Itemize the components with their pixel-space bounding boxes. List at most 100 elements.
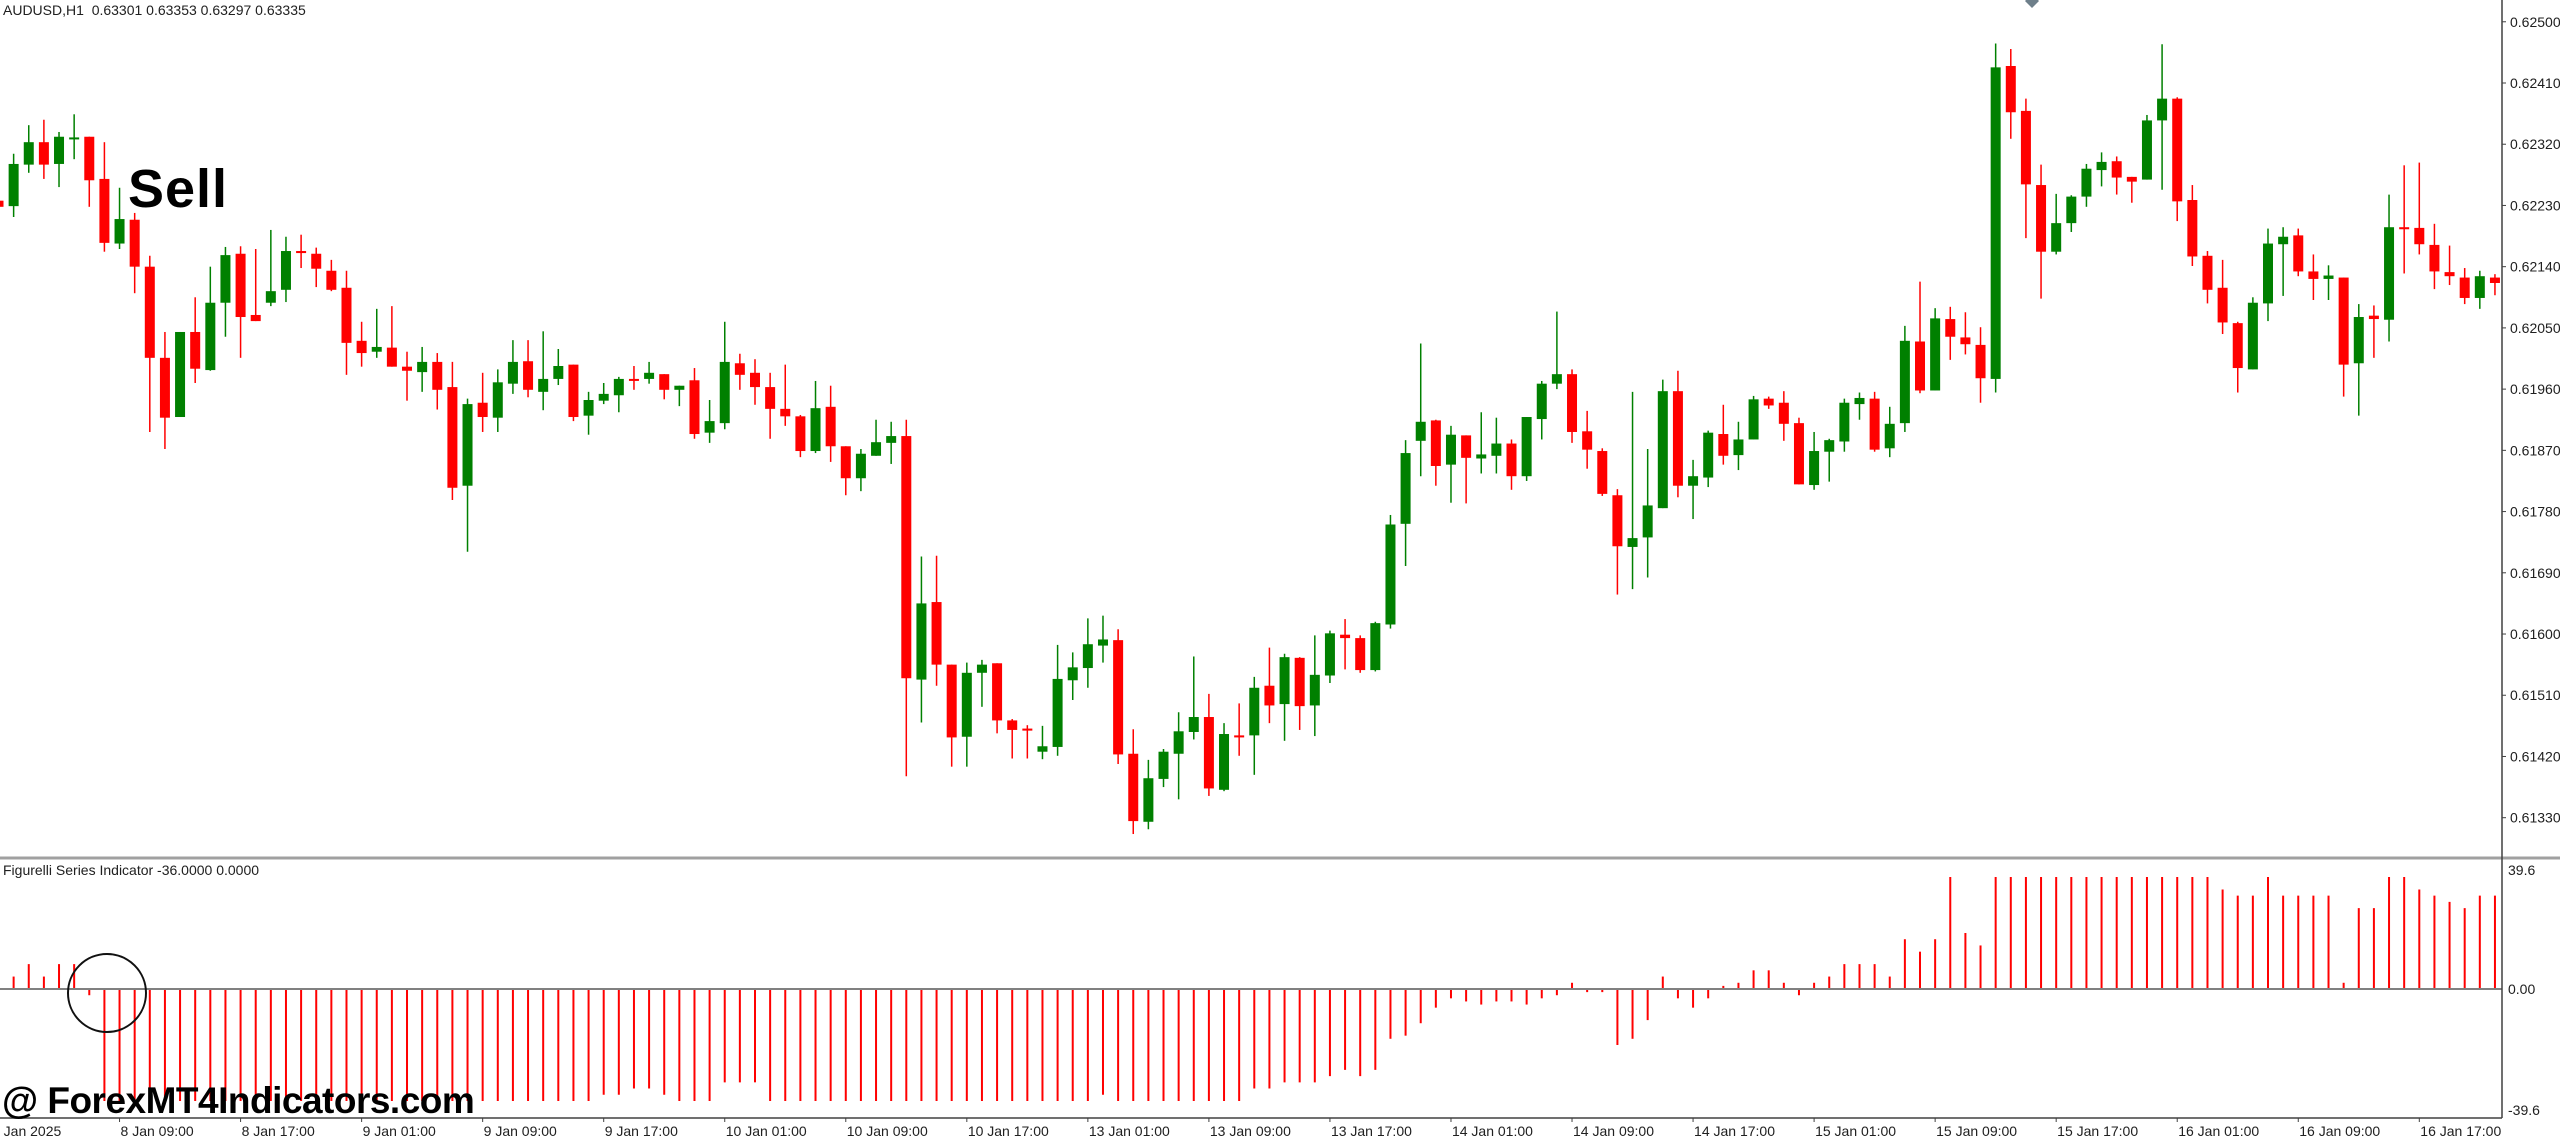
- candle: [628, 365, 639, 390]
- candle-body-bear: [190, 331, 201, 369]
- candle: [2232, 321, 2243, 393]
- candle: [1597, 448, 1608, 496]
- candle: [356, 321, 367, 367]
- candle-body-bull: [1688, 476, 1699, 486]
- candle-body-bull: [2066, 196, 2077, 224]
- candle: [871, 419, 882, 456]
- candle-body-bear: [734, 363, 745, 375]
- sell-signal-label: Sell: [128, 159, 229, 219]
- time-tick-label: 16 Jan 01:00: [2178, 1123, 2259, 1139]
- candle: [1930, 308, 1941, 391]
- candle-body-bear: [2368, 315, 2379, 320]
- candle: [613, 376, 624, 413]
- candle: [2172, 97, 2183, 222]
- candle-body-bull: [1309, 674, 1320, 706]
- candle: [1642, 448, 1653, 578]
- candle: [1234, 703, 1245, 756]
- candle-body-bull: [1551, 374, 1562, 384]
- time-tick-label: 16 Jan 17:00: [2420, 1123, 2501, 1139]
- candle: [976, 659, 987, 707]
- candle-body-bear: [2444, 272, 2455, 277]
- candle-body-bear: [432, 361, 443, 390]
- candle-body-bear: [326, 270, 337, 290]
- candle: [2141, 114, 2152, 180]
- candle-body-bear: [2005, 65, 2016, 113]
- candle: [734, 353, 745, 390]
- candle: [2111, 156, 2122, 195]
- candle-body-bear: [2414, 227, 2425, 245]
- candle-body-bull: [1249, 687, 1260, 736]
- candle: [507, 340, 518, 394]
- candle-body-bull: [1173, 731, 1184, 754]
- trade-marker-icon[interactable]: [2025, 0, 2039, 8]
- candle: [2474, 270, 2485, 309]
- candle-body-bear: [1461, 435, 1472, 458]
- candle: [598, 383, 609, 405]
- candle-body-bull: [2141, 120, 2152, 180]
- candle-body-bear: [1672, 391, 1683, 486]
- candle-body-bear: [235, 253, 246, 318]
- candle-body-bear: [1960, 337, 1971, 345]
- candle-body-bull: [1476, 454, 1487, 459]
- candle-body-bear: [689, 380, 700, 435]
- candle-body-bear: [1597, 451, 1608, 494]
- candle: [1748, 395, 1759, 440]
- candle-body-bull: [1854, 397, 1865, 405]
- candle-body-bull: [2096, 161, 2107, 171]
- candle: [1793, 417, 1804, 485]
- candle: [1582, 410, 1593, 469]
- candle-body-bull: [810, 408, 821, 452]
- candle: [1733, 421, 1744, 471]
- candle-body-bull: [220, 255, 231, 303]
- candle-body-bull: [1657, 391, 1668, 509]
- candle: [1445, 425, 1456, 503]
- candle: [1476, 412, 1487, 474]
- candle: [1279, 653, 1290, 741]
- candle: [765, 372, 776, 439]
- candle: [2066, 195, 2077, 232]
- candle-body-bull: [1415, 421, 1426, 441]
- candle-body-bear: [402, 366, 413, 371]
- candle: [1703, 430, 1714, 488]
- price-tick-label: 0.61780: [2510, 504, 2560, 520]
- candle: [175, 331, 186, 418]
- candle-body-bear: [1355, 638, 1366, 671]
- candle: [901, 419, 912, 777]
- indicator-label: Figurelli Series Indicator -36.0000 0.00…: [3, 862, 260, 878]
- candle: [341, 270, 352, 375]
- indicator-tick-label: 0.00: [2508, 981, 2535, 997]
- candle-body-bear: [659, 374, 670, 390]
- candle-body-bear: [1778, 402, 1789, 424]
- candle-body-bull: [492, 382, 503, 418]
- candle: [780, 364, 791, 426]
- candle: [311, 247, 322, 288]
- candle-body-bear: [1915, 341, 1926, 391]
- candle: [810, 380, 821, 454]
- candle: [523, 340, 534, 398]
- candle: [492, 369, 503, 432]
- candle: [750, 359, 760, 405]
- candle-body-bear: [1294, 657, 1305, 707]
- candle-body-bull: [2323, 275, 2334, 279]
- candle: [1839, 398, 1850, 452]
- candle: [1824, 438, 1835, 482]
- candle-body-bear: [931, 602, 942, 665]
- candle-body-bear: [341, 287, 352, 343]
- candle: [1113, 629, 1124, 764]
- time-tick-label: 10 Jan 09:00: [847, 1123, 928, 1139]
- candle-body-bull: [2474, 276, 2485, 298]
- candle: [1294, 657, 1305, 730]
- candle-body-bear: [2429, 244, 2440, 272]
- candle-body-bull: [1809, 451, 1820, 486]
- candle-body-bull: [280, 251, 291, 290]
- candle-body-bear: [523, 361, 534, 390]
- candle: [477, 372, 488, 432]
- candle-body-bear: [1793, 423, 1804, 485]
- candle-body-bull: [1385, 524, 1396, 625]
- candle: [704, 400, 715, 443]
- price-candles: [0, 43, 2500, 835]
- candle: [1309, 635, 1320, 737]
- candle-body-bull: [114, 219, 125, 244]
- candle: [961, 662, 972, 767]
